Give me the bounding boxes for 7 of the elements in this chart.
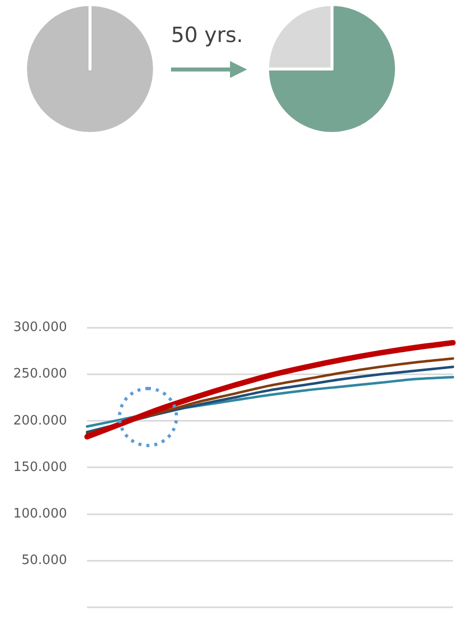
y-tick-label: 250.000: [13, 366, 67, 382]
y-tick-label: 300.000: [13, 320, 67, 336]
y-tick-label: 150.000: [13, 460, 67, 475]
y-tick-label: 100.000: [13, 506, 67, 522]
y-tick-label: 200.000: [13, 413, 67, 428]
y-tick-label: 50.000: [22, 553, 67, 568]
text: 50 yrs.: [171, 23, 244, 47]
